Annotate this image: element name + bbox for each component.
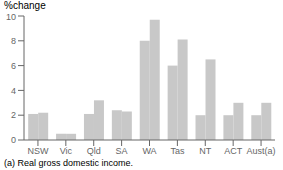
svg-text:10: 10 bbox=[8, 12, 16, 22]
svg-text:ACT: ACT bbox=[224, 146, 243, 156]
svg-text:Tas: Tas bbox=[170, 146, 185, 156]
svg-text:SA: SA bbox=[116, 146, 128, 156]
svg-text:NT: NT bbox=[199, 146, 211, 156]
svg-text:Qld: Qld bbox=[87, 146, 101, 156]
svg-text:2: 2 bbox=[11, 110, 16, 120]
svg-text:NSW: NSW bbox=[27, 146, 49, 156]
svg-text:WA: WA bbox=[142, 146, 156, 156]
svg-text:Vic: Vic bbox=[60, 146, 73, 156]
html-text:(a) Real gross domestic income: (a) Real gross domestic income. bbox=[4, 158, 133, 168]
svg-text:Aust(a): Aust(a) bbox=[247, 146, 275, 156]
svg-text:0: 0 bbox=[11, 135, 16, 145]
html-text:%change: %change bbox=[4, 0, 46, 11]
svg-text:8: 8 bbox=[11, 36, 16, 46]
svg-text:4: 4 bbox=[11, 86, 16, 96]
svg-text:6: 6 bbox=[11, 61, 16, 71]
